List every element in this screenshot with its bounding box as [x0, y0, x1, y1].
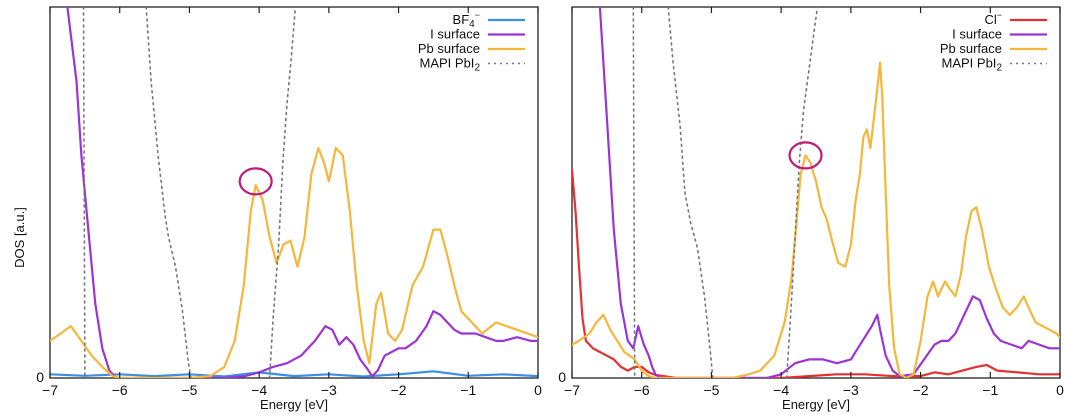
right-series-mapi-pbi2-left: [632, 7, 636, 378]
left-legend-label: Pb surface: [418, 41, 480, 56]
left-x-tick-label: 0: [534, 382, 542, 398]
left-x-tick-label: −6: [112, 382, 128, 398]
left-legend-label: MAPI PbI2: [420, 56, 481, 74]
left-series-i-surface: [66, 7, 538, 378]
right-x-tick-label: −5: [703, 382, 719, 398]
right-legend-label: Pb surface: [940, 41, 1002, 56]
right-x-tick-label: −3: [843, 382, 859, 398]
right-series-pb-surface: [572, 61, 1060, 378]
left-x-tick-label: −4: [251, 382, 267, 398]
right-x-tick-label: −4: [773, 382, 789, 398]
left-x-tick-label: −7: [42, 382, 58, 398]
right-x-tick-label: −2: [913, 382, 929, 398]
left-x-tick-label: −1: [460, 382, 476, 398]
left-y-axis-title: DOS [a.u.]: [12, 207, 27, 268]
left-x-tick-label: −3: [321, 382, 337, 398]
left-peak-highlight-circle: [238, 167, 273, 196]
right-legend-label: I surface: [952, 27, 1002, 42]
left-plot-frame: [49, 6, 539, 379]
right-series-mapi-pbi2-cb: [785, 7, 819, 378]
right-series-mapi-pbi2-vb: [667, 7, 714, 378]
left-series-mapi-pbi2-vb: [145, 7, 192, 378]
right-y-tick-label: 0: [558, 369, 566, 385]
right-series-i-surface: [598, 7, 1060, 378]
left-dos-panel: −7 −6 −5 −4 −3 −2 −1 00 Energy [eV] DOS [a.u.] …: [12, 6, 542, 412]
left-x-axis-title: Energy [eV]: [260, 397, 328, 412]
right-legend-label: MAPI PbI2: [942, 56, 1003, 74]
right-legend-label: Cl−: [984, 10, 1002, 27]
right-x-tick-label: −6: [634, 382, 650, 398]
left-series-mapi-pbi2-left: [82, 7, 86, 378]
right-x-tick-label: −1: [982, 382, 998, 398]
left-series-bf4: [50, 370, 538, 378]
right-peak-highlight-circle: [788, 141, 823, 170]
right-series-cl: [572, 169, 1060, 378]
right-x-axis-title: Energy [eV]: [782, 397, 850, 412]
left-x-tick-label: −2: [391, 382, 407, 398]
right-x-tick-label: −7: [564, 382, 580, 398]
left-x-tick-label: −5: [181, 382, 197, 398]
left-legend-label: I surface: [430, 27, 480, 42]
left-series-pb-surface: [50, 146, 538, 378]
left-series-mapi-pbi2-cb: [268, 7, 297, 378]
right-dos-panel: −7 −6 −5 −4 −3 −2 −1 0 0 Energy [eV] Cl−I surfac…: [558, 6, 1064, 412]
right-x-tick-label: 0: [1056, 382, 1064, 398]
left-y-tick-label: 0: [36, 369, 44, 385]
right-plot-frame: [571, 6, 1061, 379]
